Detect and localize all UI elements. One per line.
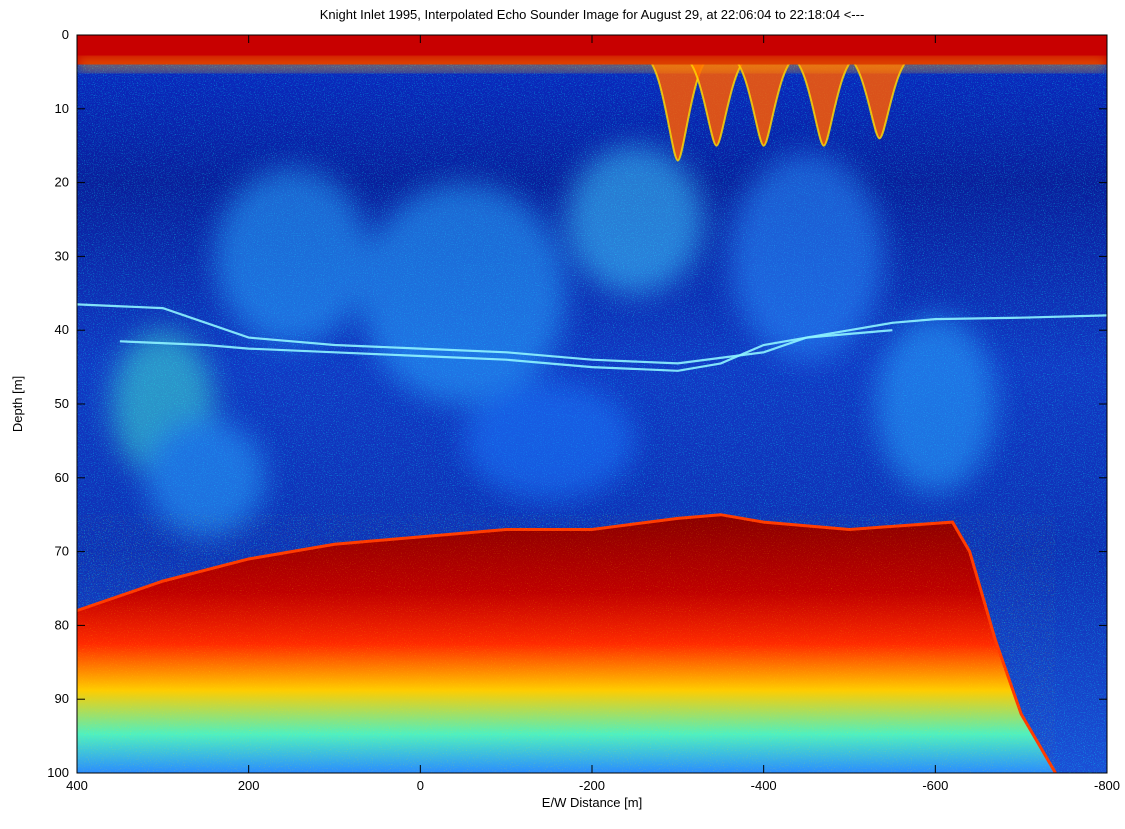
- internal-wave-trough: [682, 57, 751, 146]
- y-tick-label: 80: [55, 617, 69, 632]
- seabed-speckle-texture: [77, 514, 1056, 773]
- x-tick-label: -600: [922, 778, 948, 793]
- x-tick-label: 0: [417, 778, 424, 793]
- y-tick-label: 20: [55, 175, 69, 190]
- y-tick-label: 90: [55, 691, 69, 706]
- x-tick-label: -800: [1094, 778, 1120, 793]
- y-tick-label: 70: [55, 544, 69, 559]
- y-tick-label: 100: [47, 765, 69, 780]
- y-tick-label: 10: [55, 101, 69, 116]
- x-tick-label: -400: [751, 778, 777, 793]
- internal-wave-trough: [789, 57, 858, 146]
- y-tick-label: 60: [55, 470, 69, 485]
- y-axis-label: Depth [m]: [10, 376, 25, 432]
- plot-area: [77, 35, 1107, 773]
- scattering-plumes: [111, 145, 996, 537]
- internal-wave-trough: [845, 57, 914, 139]
- internal-wave-trough: [729, 57, 798, 146]
- scattering-plume: [463, 381, 635, 500]
- x-tick-label: 400: [66, 778, 88, 793]
- y-axis: 0 10 20 30 40 50 60 70 80 90 100: [47, 27, 1107, 780]
- y-tick-label: 40: [55, 322, 69, 337]
- scattering-layers: [77, 303, 1107, 372]
- scattering-plume: [875, 315, 996, 493]
- x-axis: 400 200 0 -200 -400 -600 -800: [66, 35, 1120, 793]
- scattering-plume: [566, 145, 704, 294]
- y-tick-label: 50: [55, 396, 69, 411]
- x-tick-label: 200: [238, 778, 260, 793]
- scattering-plume: [214, 167, 369, 345]
- scattering-plume: [145, 418, 266, 537]
- internal-waves: [643, 56, 914, 162]
- surface-layer-glow: [77, 57, 1107, 72]
- scattering-layer-line: [77, 303, 1107, 365]
- scattering-plume: [360, 182, 567, 404]
- scattering-layer-line: [119, 329, 893, 372]
- internal-wave-trough: [643, 57, 712, 161]
- scattering-plume: [729, 153, 884, 360]
- x-axis-label: E/W Distance [m]: [542, 795, 642, 810]
- y-tick-label: 0: [62, 27, 69, 42]
- y-tick-label: 30: [55, 248, 69, 263]
- x-tick-label: -200: [579, 778, 605, 793]
- chart-title: Knight Inlet 1995, Interpolated Echo Sou…: [320, 7, 865, 22]
